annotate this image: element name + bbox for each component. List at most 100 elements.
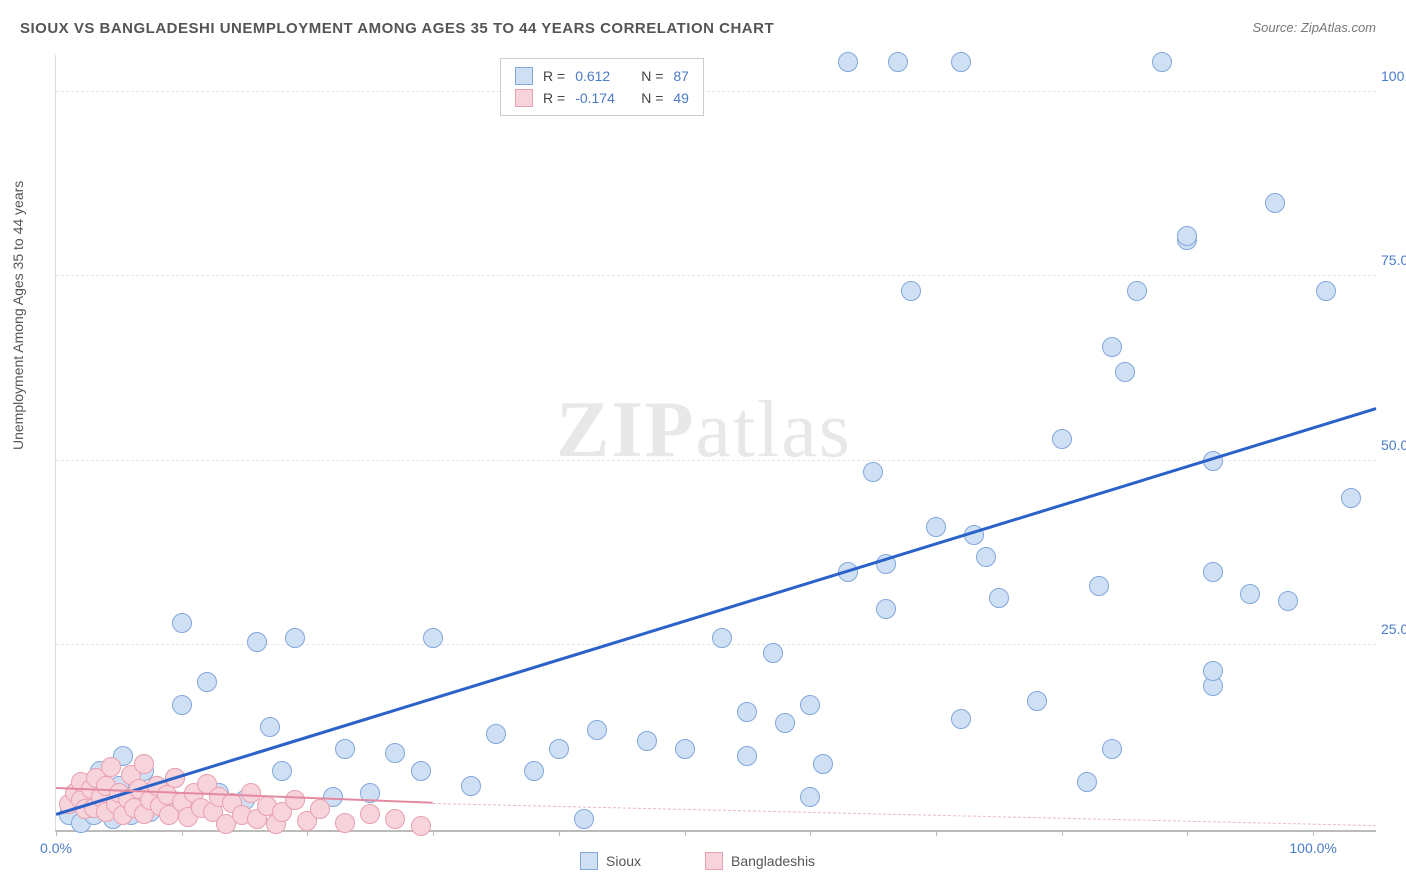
data-point: [1077, 772, 1097, 792]
data-point: [1115, 362, 1135, 382]
source-label: Source: ZipAtlas.com: [1252, 20, 1376, 35]
data-point: [1240, 584, 1260, 604]
data-point: [134, 754, 154, 774]
data-point: [675, 739, 695, 759]
series-legend-item: Sioux: [580, 852, 641, 870]
data-point: [310, 799, 330, 819]
x-tick: [810, 830, 811, 836]
legend-row: R = 0.612 N = 87: [515, 65, 689, 87]
y-axis-label: Unemployment Among Ages 35 to 44 years: [10, 181, 26, 450]
data-point: [461, 776, 481, 796]
data-point: [1089, 576, 1109, 596]
data-point: [574, 809, 594, 829]
r-value: 0.612: [575, 65, 631, 87]
data-point: [285, 628, 305, 648]
data-point: [800, 695, 820, 715]
data-point: [901, 281, 921, 301]
y-tick-label: 50.0%: [1381, 437, 1406, 453]
data-point: [951, 709, 971, 729]
data-point: [712, 628, 732, 648]
data-point: [385, 809, 405, 829]
data-point: [1127, 281, 1147, 301]
x-tick: [182, 830, 183, 836]
chart-title: SIOUX VS BANGLADESHI UNEMPLOYMENT AMONG …: [20, 20, 774, 37]
x-tick: [685, 830, 686, 836]
data-point: [549, 739, 569, 759]
x-tick: [936, 830, 937, 836]
legend-label: Bangladeshis: [731, 853, 815, 869]
data-point: [888, 52, 908, 72]
x-tick: [1062, 830, 1063, 836]
legend-swatch: [515, 89, 533, 107]
gridline: [56, 460, 1376, 461]
x-tick: [1313, 830, 1314, 836]
data-point: [524, 761, 544, 781]
data-point: [486, 724, 506, 744]
r-label: R =: [543, 65, 565, 87]
n-value: 87: [673, 65, 689, 87]
y-tick-label: 25.0%: [1381, 621, 1406, 637]
data-point: [951, 52, 971, 72]
gridline: [56, 91, 1376, 92]
legend-swatch: [580, 852, 598, 870]
data-point: [587, 720, 607, 740]
n-label: N =: [641, 87, 663, 109]
legend-row: R = -0.174 N = 49: [515, 87, 689, 109]
data-point: [1102, 337, 1122, 357]
data-point: [335, 739, 355, 759]
data-point: [247, 632, 267, 652]
data-point: [172, 695, 192, 715]
x-tick: [1187, 830, 1188, 836]
trend-line: [56, 407, 1377, 815]
data-point: [737, 702, 757, 722]
x-tick: [433, 830, 434, 836]
data-point: [863, 462, 883, 482]
data-point: [976, 547, 996, 567]
data-point: [272, 761, 292, 781]
data-point: [335, 813, 355, 833]
data-point: [197, 672, 217, 692]
data-point: [360, 804, 380, 824]
data-point: [838, 52, 858, 72]
data-point: [1203, 661, 1223, 681]
n-label: N =: [641, 65, 663, 87]
data-point: [637, 731, 657, 751]
data-point: [926, 517, 946, 537]
y-tick-label: 75.0%: [1381, 252, 1406, 268]
data-point: [1316, 281, 1336, 301]
data-point: [260, 717, 280, 737]
y-tick-label: 100.0%: [1381, 68, 1406, 84]
correlation-legend: R = 0.612 N = 87 R = -0.174 N = 49: [500, 58, 704, 116]
data-point: [876, 599, 896, 619]
r-value: -0.174: [575, 87, 631, 109]
data-point: [411, 761, 431, 781]
data-point: [1102, 739, 1122, 759]
scatter-plot-area: ZIPatlas 25.0%50.0%75.0%100.0%0.0%100.0%: [55, 55, 1376, 832]
data-point: [800, 787, 820, 807]
data-point: [1341, 488, 1361, 508]
data-point: [1052, 429, 1072, 449]
data-point: [1265, 193, 1285, 213]
data-point: [1278, 591, 1298, 611]
data-point: [1027, 691, 1047, 711]
data-point: [1152, 52, 1172, 72]
data-point: [1177, 226, 1197, 246]
data-point: [423, 628, 443, 648]
legend-label: Sioux: [606, 853, 641, 869]
x-tick-label-right: 100.0%: [1289, 840, 1336, 856]
series-legend-item: Bangladeshis: [705, 852, 815, 870]
x-tick-label-left: 0.0%: [40, 840, 72, 856]
data-point: [101, 757, 121, 777]
data-point: [813, 754, 833, 774]
watermark: ZIPatlas: [556, 385, 852, 476]
n-value: 49: [673, 87, 689, 109]
data-point: [285, 790, 305, 810]
data-point: [775, 713, 795, 733]
legend-swatch: [705, 852, 723, 870]
data-point: [172, 613, 192, 633]
r-label: R =: [543, 87, 565, 109]
gridline: [56, 275, 1376, 276]
data-point: [1203, 562, 1223, 582]
data-point: [763, 643, 783, 663]
data-point: [385, 743, 405, 763]
